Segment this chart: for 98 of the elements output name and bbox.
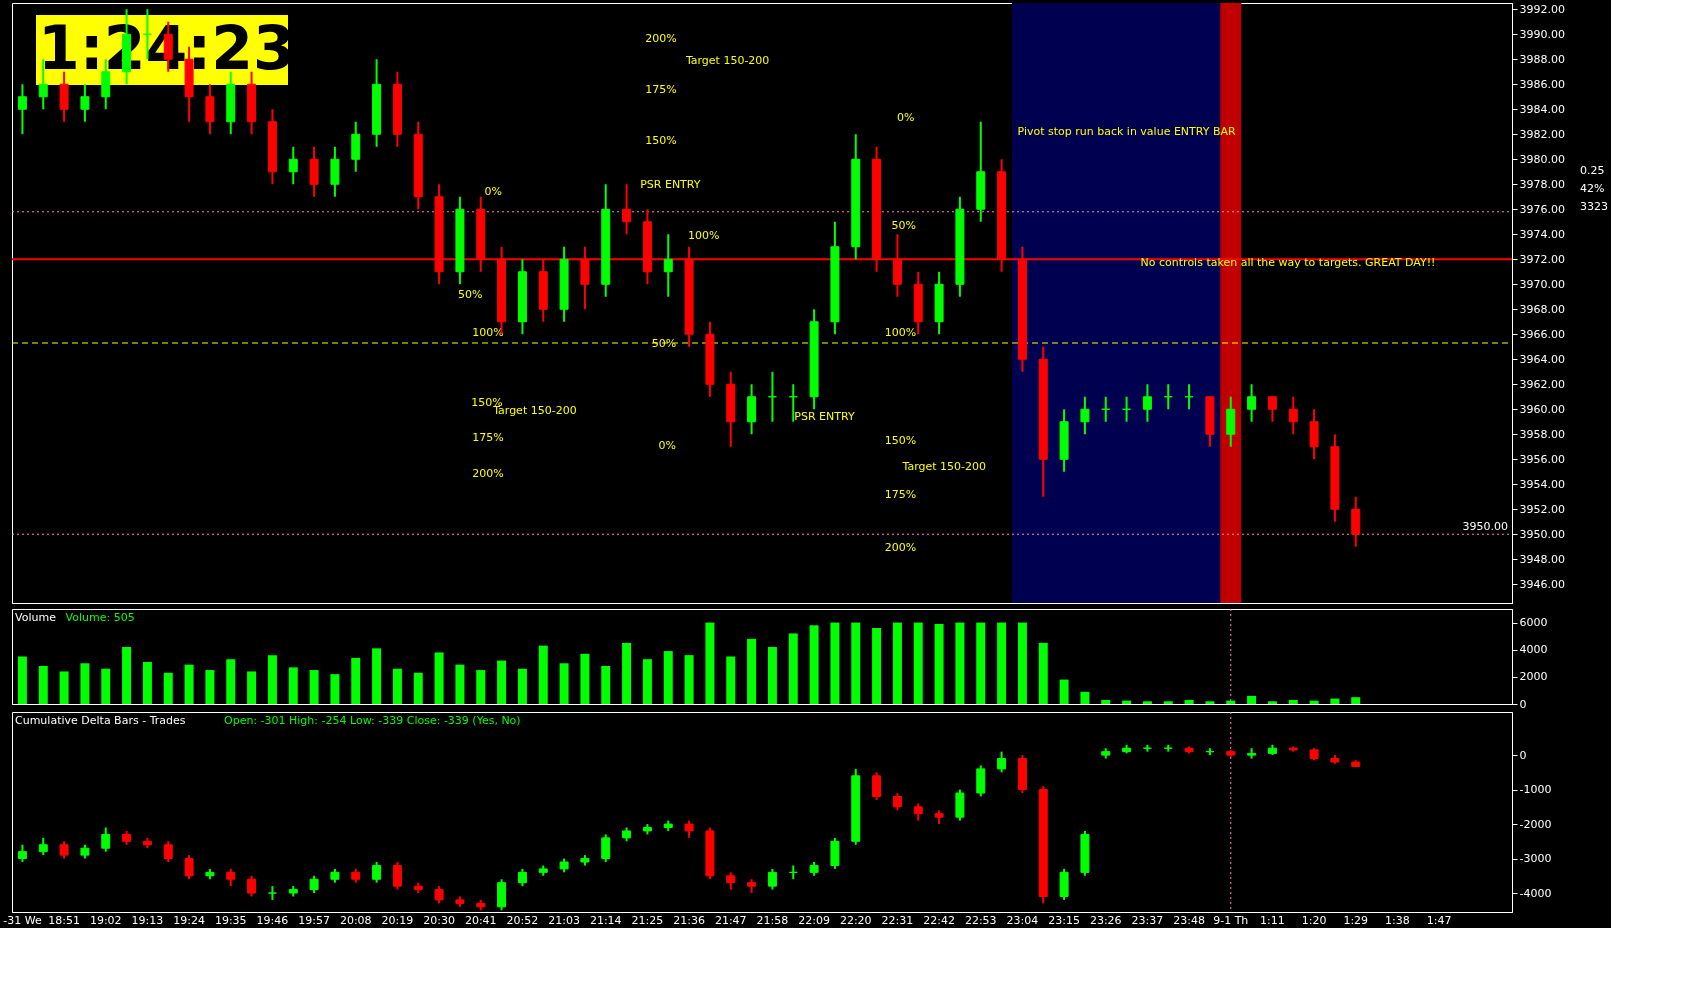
x-tick-label: 19:13 [131, 913, 164, 927]
annotation: 175% [645, 83, 677, 97]
chart-title: Volume [15, 611, 57, 624]
y-tick-label: -1000 [1519, 783, 1552, 797]
y-tick-label: 3960.00 [1519, 402, 1565, 416]
text: 42% [1580, 182, 1605, 195]
annotation: 175% [884, 488, 917, 502]
x-tick-label: 1:20 [1301, 913, 1327, 927]
x-tick-label: 19:46 [256, 913, 289, 927]
x-tick-label: 19:35 [214, 913, 247, 927]
annotation: 50% [651, 337, 677, 351]
y-tick-label: -2000 [1519, 817, 1552, 831]
x-tick-label: 21:14 [589, 913, 622, 927]
y-tick-label: 3968.00 [1519, 302, 1565, 316]
y-tick-label: 3974.00 [1519, 227, 1565, 241]
x-tick-label: 20:19 [381, 913, 414, 927]
y-tick-label: 3970.00 [1519, 277, 1565, 291]
chart-subtitle: Volume: 505 [65, 611, 135, 624]
x-tick-label: 19:57 [298, 913, 330, 927]
annotation: PSR ENTRY [794, 409, 855, 423]
y-tick-label: 3990.00 [1519, 27, 1565, 41]
text: 0.25 [1580, 164, 1605, 177]
y-tick-label: 3958.00 [1519, 427, 1565, 441]
x-tick-label: 20:30 [423, 913, 455, 927]
y-tick-label: 3946.00 [1519, 577, 1565, 591]
y-tick-label: 3976.00 [1519, 202, 1565, 216]
annotation: 200% [472, 466, 504, 480]
y-tick-label: 4000 [1519, 643, 1548, 657]
annotation: 0% [897, 110, 915, 124]
x-tick-label: 1:29 [1343, 913, 1369, 927]
y-tick-label: 2000 [1519, 670, 1548, 684]
annotation: Target 150-200 [901, 459, 987, 473]
annotation: 100% [472, 326, 504, 340]
x-tick-label: 21:36 [673, 913, 705, 927]
y-tick-label: 6000 [1519, 616, 1548, 630]
annotation: 50% [458, 288, 483, 302]
y-tick-label: 3954.00 [1519, 477, 1565, 491]
y-tick-label: 0 [1519, 697, 1527, 711]
y-tick-label: 3980.00 [1519, 152, 1565, 166]
x-tick-label: 21:47 [714, 913, 747, 927]
x-tick-label: -31 We [3, 913, 42, 927]
y-tick-label: 3988.00 [1519, 52, 1565, 66]
annotation: 200% [884, 541, 917, 555]
x-tick-label: 19:02 [89, 913, 122, 927]
x-tick-label: 22:42 [923, 913, 955, 927]
annotation: No controls taken all the way to targets. GREAT DAY!! [1140, 255, 1436, 269]
x-tick-label: 23:26 [1089, 913, 1122, 927]
y-tick-label: 3978.00 [1519, 177, 1565, 191]
x-tick-label: 23:15 [1048, 913, 1080, 927]
ref-line-label: 3950.00 [1462, 520, 1508, 534]
x-tick-label: 9-1 Th [1213, 913, 1249, 927]
y-tick-label: 3948.00 [1519, 552, 1565, 566]
y-tick-label: 3952.00 [1519, 502, 1565, 516]
x-tick-label: 22:31 [881, 913, 914, 927]
annotation: Target 150-200 [684, 53, 770, 67]
x-tick-label: 1:47 [1426, 913, 1452, 927]
x-tick-label: 18:51 [48, 913, 80, 927]
annotation: 0% [484, 185, 502, 199]
annotation: 150% [884, 434, 917, 448]
x-tick-label: 20:52 [506, 913, 539, 927]
y-tick-label: 0 [1519, 748, 1527, 762]
y-tick-label: 3964.00 [1519, 352, 1565, 366]
x-tick-label: 23:04 [1006, 913, 1039, 927]
x-tick-label: 21:58 [756, 913, 789, 927]
annotation: 0% [658, 439, 676, 453]
y-tick-label: 3962.00 [1519, 377, 1565, 391]
x-tick-label: 1:38 [1385, 913, 1410, 927]
y-tick-label: 3992.00 [1519, 2, 1565, 16]
annotation: 100% [884, 326, 917, 340]
chart-title: Cumulative Delta Bars - Trades [15, 714, 186, 727]
x-tick-label: 23:48 [1173, 913, 1205, 927]
annotation: 200% [645, 32, 677, 46]
x-tick-label: 22:09 [798, 913, 830, 927]
x-tick-label: 21:25 [631, 913, 664, 927]
y-tick-label: 3984.00 [1519, 102, 1565, 116]
y-tick-label: 3986.00 [1519, 77, 1565, 91]
annotation: 150% [645, 134, 677, 148]
x-tick-label: 20:08 [339, 913, 372, 927]
annotation: 100% [687, 229, 720, 243]
annotation: PSR ENTRY [640, 178, 701, 192]
x-tick-label: 20:41 [464, 913, 497, 927]
x-tick-label: 22:53 [964, 913, 997, 927]
annotation: 50% [891, 218, 916, 232]
y-tick-label: 3972.00 [1519, 252, 1565, 266]
y-tick-label: 3950.00 [1519, 527, 1565, 541]
y-tick-label: 3966.00 [1519, 327, 1565, 341]
y-tick-label: 3982.00 [1519, 127, 1565, 141]
text: 3323 [1580, 200, 1608, 213]
y-tick-label: 3956.00 [1519, 452, 1565, 466]
x-tick-label: 21:03 [548, 913, 580, 927]
x-tick-label: 19:24 [173, 913, 205, 927]
x-tick-label: 1:11 [1260, 913, 1285, 927]
x-tick-label: 23:37 [1131, 913, 1164, 927]
y-tick-label: -4000 [1519, 886, 1552, 900]
chart-subtitle: Open: -301 High: -254 Low: -339 Close: -339 (Yes, No) [224, 714, 521, 727]
x-tick-label: 22:20 [839, 913, 872, 927]
annotation: 175% [472, 431, 504, 445]
y-tick-label: -3000 [1519, 852, 1552, 866]
